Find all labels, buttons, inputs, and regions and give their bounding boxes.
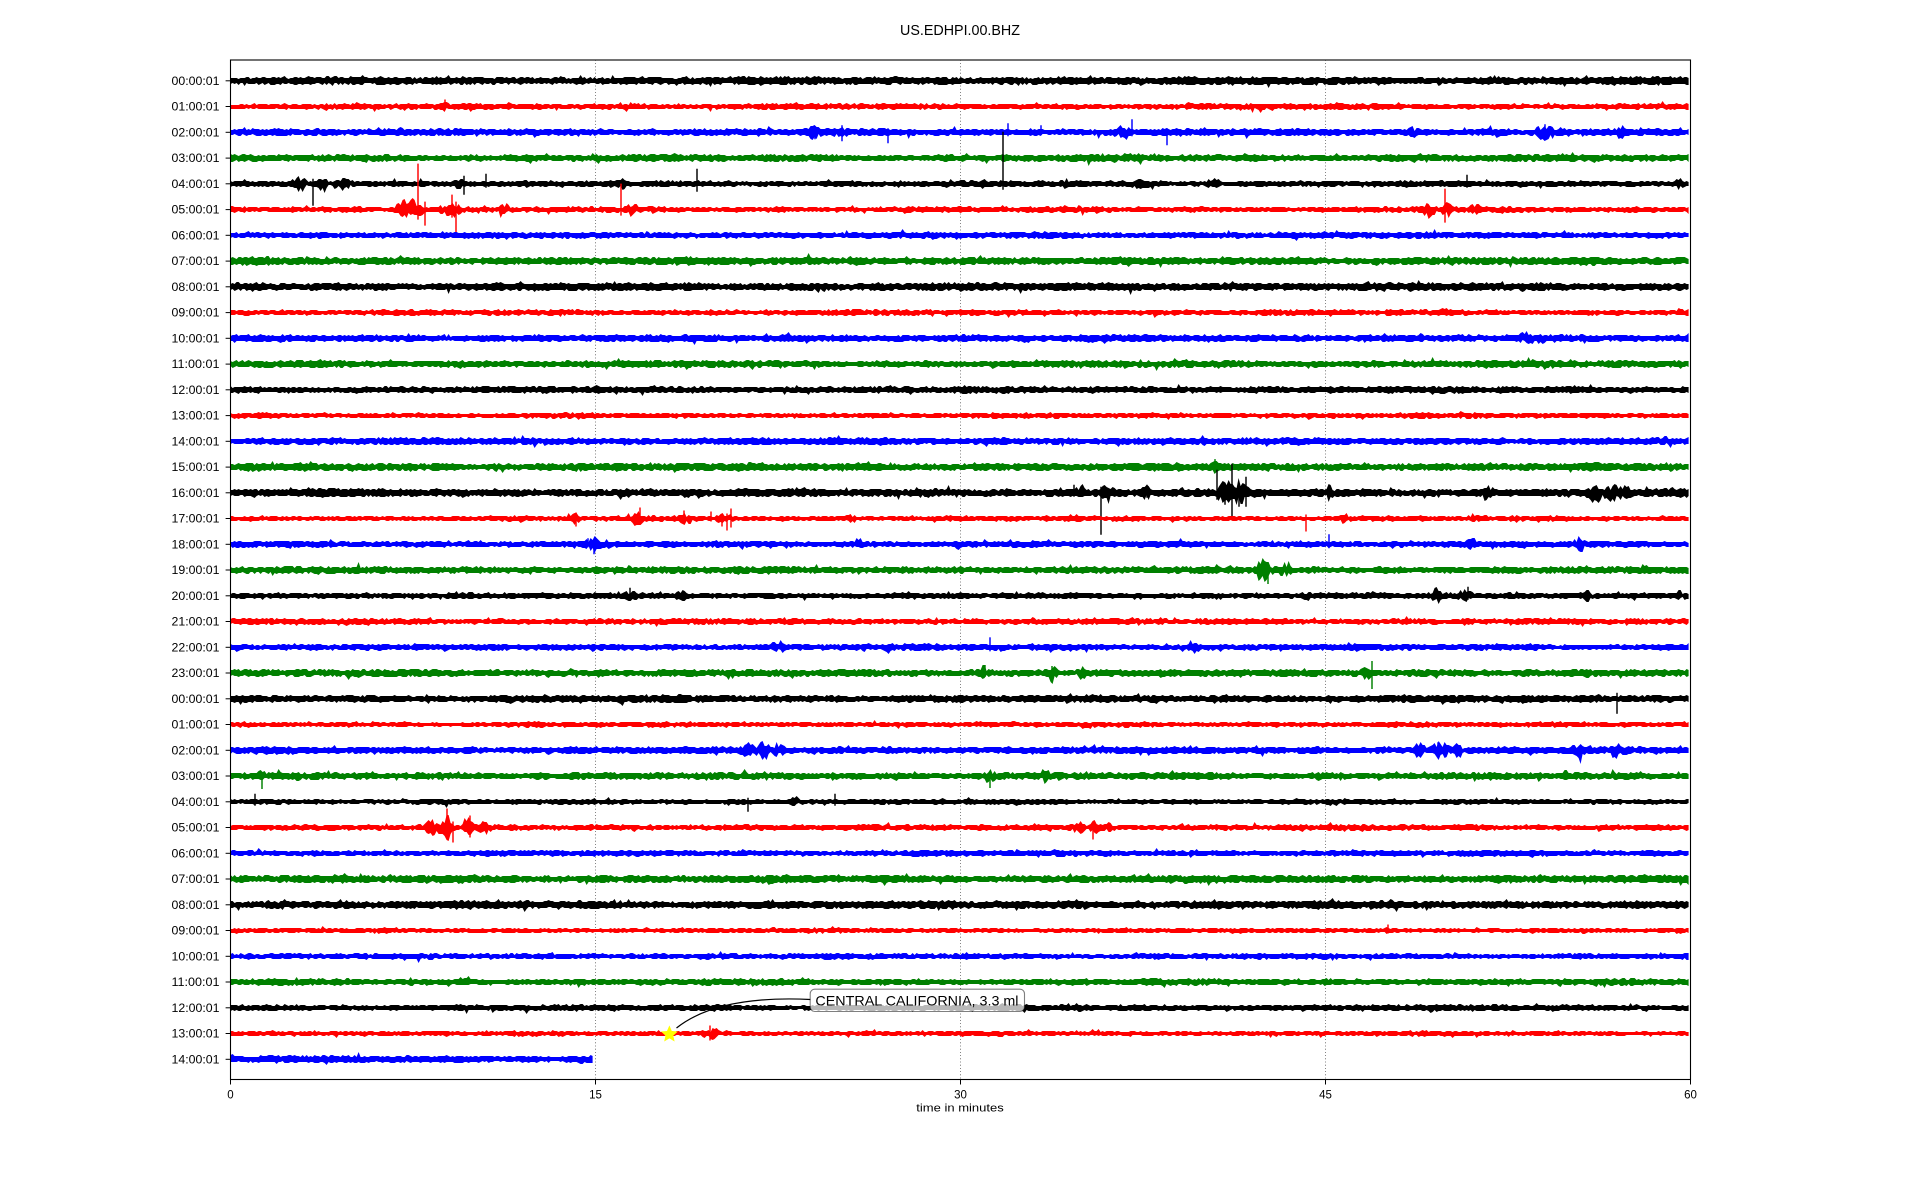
svg-text:23:00:01: 23:00:01	[172, 666, 220, 680]
svg-text:00:00:01: 00:00:01	[172, 692, 220, 706]
svg-text:10:00:01: 10:00:01	[172, 331, 220, 345]
svg-text:07:00:01: 07:00:01	[172, 872, 220, 886]
svg-text:14:00:01: 14:00:01	[172, 434, 220, 448]
svg-text:04:00:01: 04:00:01	[172, 177, 220, 191]
svg-text:US.EDHPI.00.BHZ: US.EDHPI.00.BHZ	[900, 23, 1020, 39]
svg-text:06:00:01: 06:00:01	[172, 846, 220, 860]
svg-text:time in minutes: time in minutes	[916, 1103, 1004, 1115]
svg-text:11:00:01: 11:00:01	[172, 975, 220, 989]
svg-text:08:00:01: 08:00:01	[172, 280, 220, 294]
svg-text:03:00:01: 03:00:01	[172, 151, 220, 165]
svg-text:03:00:01: 03:00:01	[172, 769, 220, 783]
svg-text:07:00:01: 07:00:01	[172, 254, 220, 268]
svg-text:11:00:01: 11:00:01	[172, 357, 220, 371]
svg-text:30: 30	[954, 1090, 967, 1102]
svg-text:05:00:01: 05:00:01	[172, 821, 220, 835]
svg-text:04:00:01: 04:00:01	[172, 795, 220, 809]
svg-text:09:00:01: 09:00:01	[172, 306, 220, 320]
svg-text:15: 15	[589, 1090, 602, 1102]
svg-text:12:00:01: 12:00:01	[172, 383, 220, 397]
svg-text:08:00:01: 08:00:01	[172, 898, 220, 912]
svg-text:0: 0	[227, 1090, 233, 1102]
svg-text:01:00:01: 01:00:01	[172, 718, 220, 732]
svg-text:13:00:01: 13:00:01	[172, 409, 220, 423]
svg-text:22:00:01: 22:00:01	[172, 640, 220, 654]
svg-text:06:00:01: 06:00:01	[172, 228, 220, 242]
svg-text:14:00:01: 14:00:01	[172, 1052, 220, 1066]
svg-text:18:00:01: 18:00:01	[172, 537, 220, 551]
svg-text:19:00:01: 19:00:01	[172, 563, 220, 577]
svg-text:10:00:01: 10:00:01	[172, 949, 220, 963]
svg-text:09:00:01: 09:00:01	[172, 924, 220, 938]
svg-text:15:00:01: 15:00:01	[172, 460, 220, 474]
svg-text:02:00:01: 02:00:01	[172, 125, 220, 139]
svg-text:21:00:01: 21:00:01	[172, 615, 220, 629]
svg-text:60: 60	[1684, 1090, 1697, 1102]
svg-text:05:00:01: 05:00:01	[172, 203, 220, 217]
svg-text:17:00:01: 17:00:01	[172, 512, 220, 526]
svg-text:45: 45	[1319, 1090, 1332, 1102]
svg-text:00:00:01: 00:00:01	[172, 74, 220, 88]
svg-text:20:00:01: 20:00:01	[172, 589, 220, 603]
svg-text:13:00:01: 13:00:01	[172, 1027, 220, 1041]
svg-text:01:00:01: 01:00:01	[172, 100, 220, 114]
svg-text:12:00:01: 12:00:01	[172, 1001, 220, 1015]
svg-text:02:00:01: 02:00:01	[172, 743, 220, 757]
svg-text:CENTRAL CALIFORNIA, 3.3 ml: CENTRAL CALIFORNIA, 3.3 ml	[815, 992, 1018, 1008]
svg-text:16:00:01: 16:00:01	[172, 486, 220, 500]
